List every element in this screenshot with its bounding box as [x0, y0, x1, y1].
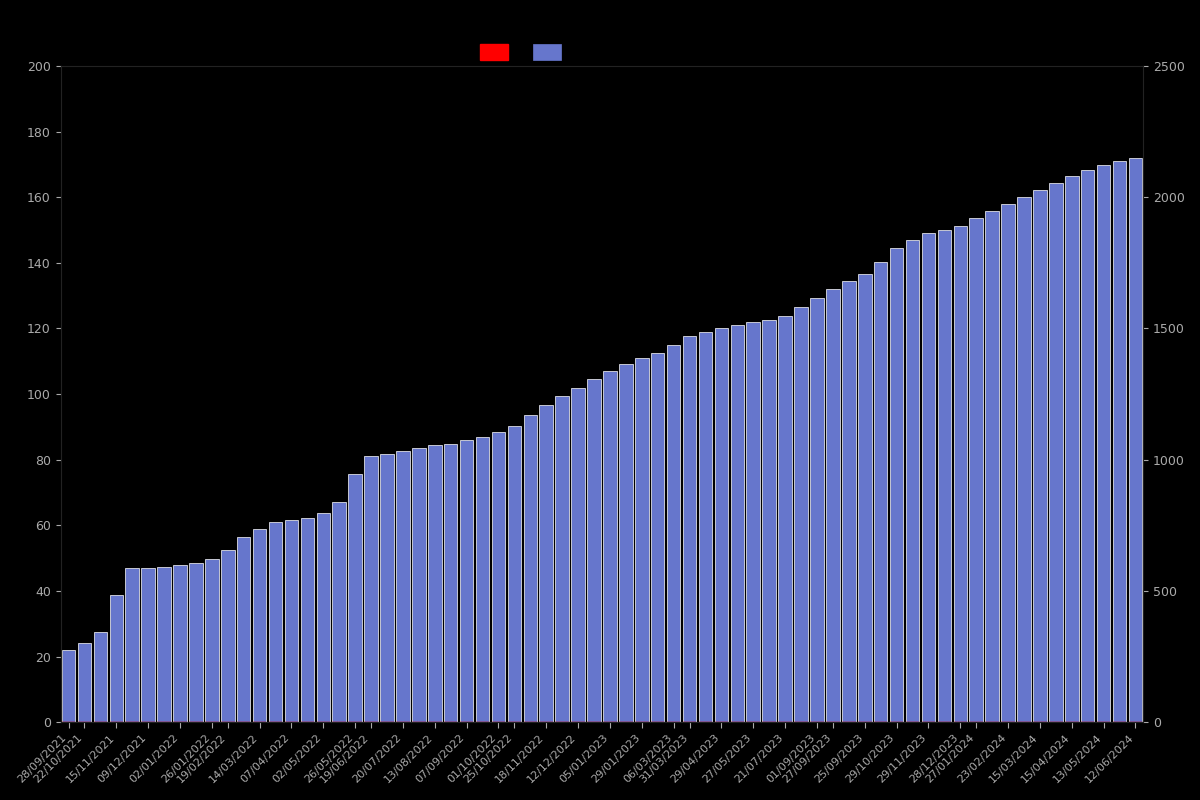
Bar — [142, 568, 155, 722]
Bar — [460, 441, 474, 722]
Bar — [1001, 204, 1015, 722]
Bar — [779, 316, 792, 722]
Bar — [365, 456, 378, 722]
Bar — [1081, 170, 1094, 722]
Bar — [842, 282, 856, 722]
Bar — [221, 550, 234, 722]
Bar — [874, 262, 888, 722]
Bar — [635, 358, 648, 722]
Bar — [348, 474, 362, 722]
Bar — [826, 290, 840, 722]
Bar — [523, 415, 538, 722]
Bar — [332, 502, 346, 722]
Bar — [173, 566, 187, 722]
Bar — [126, 568, 139, 722]
Bar — [428, 446, 442, 722]
Bar — [284, 520, 299, 722]
Bar — [954, 226, 967, 722]
Bar — [317, 513, 330, 722]
Bar — [78, 643, 91, 722]
Bar — [1097, 165, 1110, 722]
Bar — [619, 364, 632, 722]
Bar — [858, 274, 871, 722]
Bar — [810, 298, 823, 722]
Bar — [794, 307, 808, 722]
Bar — [508, 426, 521, 722]
Bar — [301, 518, 314, 722]
Bar — [650, 353, 665, 722]
Bar — [937, 230, 952, 722]
Bar — [1112, 162, 1127, 722]
Bar — [269, 522, 282, 722]
Bar — [253, 530, 266, 722]
Bar — [205, 559, 218, 722]
Bar — [922, 233, 935, 722]
Bar — [906, 240, 919, 722]
Bar — [970, 218, 983, 722]
Bar — [1129, 158, 1142, 722]
Bar — [890, 248, 904, 722]
Bar — [667, 345, 680, 722]
Bar — [985, 211, 998, 722]
Bar — [190, 562, 203, 722]
Bar — [236, 537, 251, 722]
Bar — [746, 322, 760, 722]
Bar — [1049, 183, 1062, 722]
Bar — [587, 378, 601, 722]
Bar — [571, 387, 584, 722]
Bar — [444, 444, 457, 722]
Bar — [1064, 176, 1079, 722]
Bar — [540, 406, 553, 722]
Bar — [556, 397, 569, 722]
Bar — [1033, 190, 1046, 722]
Bar — [604, 371, 617, 722]
Bar — [492, 432, 505, 722]
Bar — [412, 448, 426, 722]
Bar — [61, 650, 76, 722]
Bar — [157, 567, 170, 722]
Bar — [396, 451, 409, 722]
Bar — [94, 632, 107, 722]
Bar — [683, 336, 696, 722]
Bar — [762, 320, 776, 722]
Bar — [698, 332, 713, 722]
Bar — [475, 437, 490, 722]
Bar — [109, 594, 124, 722]
Bar — [380, 454, 394, 722]
Legend: , : , — [474, 37, 578, 66]
Bar — [715, 328, 728, 722]
Bar — [731, 325, 744, 722]
Bar — [1018, 198, 1031, 722]
